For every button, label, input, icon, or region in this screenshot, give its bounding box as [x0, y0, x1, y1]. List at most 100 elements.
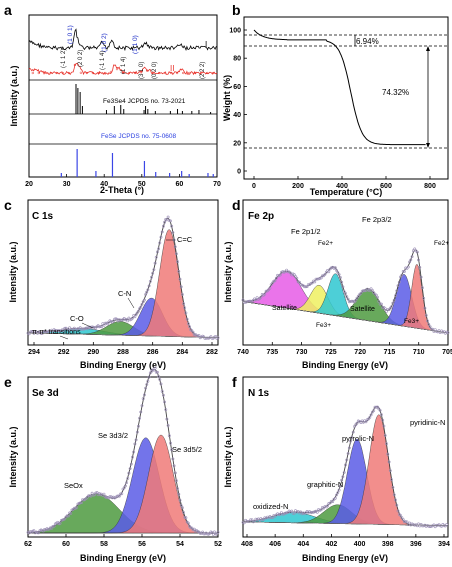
data-point — [394, 294, 397, 298]
data-point — [413, 247, 417, 251]
data-point — [254, 298, 258, 302]
data-point — [350, 435, 354, 439]
panel-letter-f: f — [232, 374, 237, 390]
x-tick-label: 288 — [117, 349, 129, 356]
data-point — [286, 270, 290, 274]
data-point — [51, 330, 55, 334]
data-point — [406, 265, 410, 269]
xrd-point — [133, 71, 137, 75]
x-tick-label: 396 — [410, 541, 422, 548]
x-tick-label: 62 — [24, 541, 32, 548]
data-point — [292, 511, 296, 515]
pattern-marker-ii: II — [170, 64, 174, 73]
data-point — [336, 271, 340, 274]
data-point — [303, 285, 306, 289]
data-point — [326, 504, 330, 508]
y-tick-label: 100 — [229, 28, 241, 35]
data-point — [367, 288, 371, 292]
data-point — [186, 521, 190, 525]
data-point — [344, 463, 347, 467]
data-point — [173, 245, 177, 249]
data-point — [197, 334, 201, 337]
data-point — [423, 306, 427, 310]
data-point — [336, 491, 340, 495]
data-point — [174, 479, 178, 483]
data-point — [180, 506, 184, 510]
data-point — [432, 523, 436, 527]
data-point — [140, 302, 144, 306]
data-point — [331, 500, 335, 504]
xrd-point — [85, 71, 89, 75]
data-point — [185, 317, 189, 321]
data-point — [411, 249, 415, 253]
data-point — [335, 268, 338, 272]
data-point — [100, 325, 104, 329]
peak-label-c-c: C=C — [177, 235, 193, 244]
index-label: (1 1 0) — [132, 35, 139, 54]
data-point — [317, 277, 321, 281]
data-point — [405, 520, 409, 524]
panel-letter-c: c — [4, 197, 12, 213]
data-point — [396, 284, 400, 288]
data-point — [356, 294, 360, 298]
data-point — [170, 448, 174, 452]
x-tick-label: 0 — [252, 183, 256, 190]
data-point — [347, 446, 351, 450]
data-point — [120, 492, 124, 496]
mass-loss-annotation-1: 6.94% — [356, 37, 379, 46]
data-point — [438, 524, 442, 528]
data-point — [310, 281, 314, 285]
x-tick-label: 200 — [292, 183, 304, 190]
background-line — [28, 332, 218, 338]
data-point — [340, 280, 344, 284]
data-point — [399, 514, 403, 517]
y-axis-label: Intensity (a.u.) — [9, 65, 19, 126]
data-point — [119, 318, 123, 322]
data-point — [271, 516, 274, 520]
data-point — [151, 271, 155, 275]
x-tick-label: 56 — [138, 541, 146, 548]
data-point — [381, 418, 385, 422]
data-point — [75, 506, 79, 509]
peak-label-fe2: Fe2+ — [318, 240, 333, 247]
panel-title: Fe 2p — [248, 211, 274, 222]
x-tick-label: 58 — [100, 541, 108, 548]
data-point — [253, 519, 256, 523]
data-point — [157, 375, 161, 378]
fit-component — [243, 438, 448, 526]
data-point — [119, 492, 123, 496]
data-point — [136, 424, 140, 428]
data-point — [386, 452, 390, 456]
data-point — [359, 421, 363, 425]
data-point — [433, 328, 437, 332]
y-tick-label: 20 — [233, 140, 241, 147]
fe2p-fit-components — [241, 247, 450, 335]
data-point — [353, 425, 356, 428]
data-point — [173, 471, 177, 475]
data-point — [260, 518, 264, 521]
data-point — [402, 520, 406, 524]
data-point — [411, 523, 415, 527]
se3d-fit-components — [26, 366, 220, 536]
data-point — [163, 400, 167, 404]
data-point — [383, 307, 387, 311]
data-point — [160, 389, 164, 393]
data-point — [142, 298, 146, 302]
data-point — [179, 285, 183, 289]
data-point — [278, 273, 282, 277]
peak-label-c-o: C-O — [70, 314, 84, 323]
data-point — [347, 300, 351, 304]
data-point — [440, 524, 444, 528]
data-point — [145, 290, 149, 294]
xrd-point — [212, 71, 215, 75]
x-tick-label: 720 — [354, 349, 366, 356]
data-point — [369, 413, 373, 417]
data-point — [210, 336, 214, 340]
data-point — [373, 405, 377, 409]
xrd-point — [182, 71, 185, 75]
data-point — [323, 505, 327, 508]
data-point — [388, 469, 392, 473]
data-point — [341, 475, 345, 479]
x-tick-label: 406 — [269, 541, 281, 548]
